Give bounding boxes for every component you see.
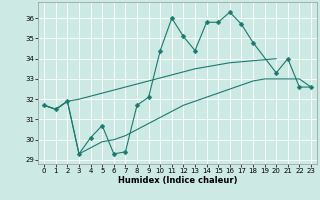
X-axis label: Humidex (Indice chaleur): Humidex (Indice chaleur) (118, 176, 237, 185)
